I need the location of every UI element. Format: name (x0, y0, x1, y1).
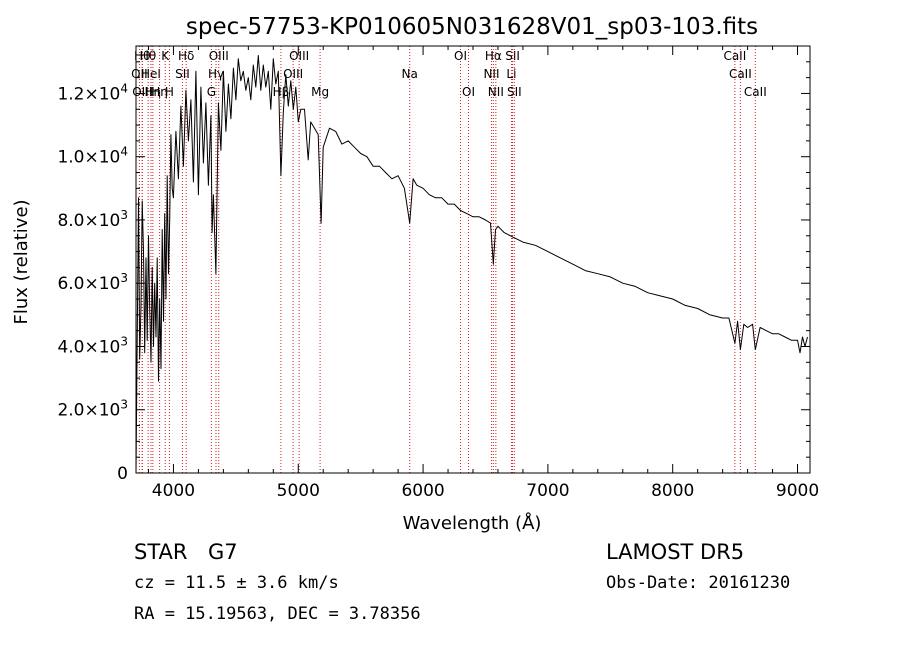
y-tick-label: 1.0×104 (57, 145, 128, 168)
x-tick-label: 4000 (152, 481, 195, 501)
line-marker-label: OIII (283, 67, 303, 81)
spectrum-series (135, 55, 808, 474)
emission-line-markers: HθOIIOIIIHθHeIHηHηKHSIIHδGHγOIIIHβOIIIOI… (131, 46, 767, 473)
x-axis: 4000 5000 6000 7000 8000 9000 (147, 46, 819, 501)
line-marker-label: Li (506, 67, 516, 81)
y-tick-label: 6.0×103 (57, 271, 128, 294)
line-marker-label: OIII (132, 85, 152, 99)
redshift-info: cz = 11.5 ± 3.6 km/s (134, 573, 339, 593)
y-tick-label: 4.0×103 (57, 334, 128, 357)
line-marker-label: OI (454, 49, 467, 63)
line-marker-label: Hα (485, 49, 502, 63)
line-marker-label: CaII (723, 49, 746, 63)
line-marker-label: Hθ (140, 49, 156, 63)
spectrum-line (135, 55, 808, 474)
line-marker-label: Hδ (178, 49, 194, 63)
object-class: STAR (134, 540, 188, 564)
plot-frame (135, 45, 811, 474)
y-tick-label: 2.0×103 (57, 398, 128, 421)
survey-name: LAMOST DR5 (606, 540, 745, 564)
line-marker-label: Na (402, 67, 418, 81)
line-marker-label: G (207, 85, 216, 99)
line-marker-label: OIII (289, 49, 309, 63)
line-marker-label: CaII (744, 85, 767, 99)
x-tick-label: 5000 (277, 481, 320, 501)
line-marker-label: OI (462, 85, 475, 99)
line-marker-label: NII (483, 67, 499, 81)
x-tick-label: 7000 (526, 481, 569, 501)
x-tick-label: 8000 (651, 481, 694, 501)
y-axis-label: Flux (relative) (11, 199, 32, 324)
y-tick-label: 0 (117, 464, 128, 484)
line-marker-label: Hγ (208, 67, 224, 81)
y-tick-label: 8.0×103 (57, 208, 128, 231)
coordinates: RA = 15.19563, DEC = 3.78356 (134, 604, 421, 624)
y-tick-label: 1.2×104 (57, 81, 128, 104)
spectral-subclass: G7 (208, 540, 238, 564)
line-marker-label: SII (507, 85, 522, 99)
line-marker-label: Mg (311, 85, 329, 99)
line-marker-label: K (161, 49, 170, 63)
x-tick-label: 6000 (401, 481, 444, 501)
y-axis: 0 2.0×103 4.0×103 6.0×103 8.0×103 1.0×104 1.2×… (57, 61, 810, 484)
line-marker-label: SII (175, 67, 190, 81)
line-marker-label: Hη (145, 85, 162, 99)
line-marker-label: HeI (141, 67, 161, 81)
line-marker-label: NII (488, 85, 504, 99)
line-marker-label: CaII (729, 67, 752, 81)
x-axis-label: Wavelength (Å) (403, 512, 542, 534)
line-marker-label: SII (505, 49, 520, 63)
line-marker-label: H (165, 85, 174, 99)
x-tick-label: 9000 (776, 481, 819, 501)
observation-date: Obs-Date: 20161230 (606, 573, 791, 593)
line-marker-label: OIII (209, 49, 229, 63)
line-marker-label: Hη (151, 85, 168, 99)
chart-title: spec-57753-KP010605N031628V01_sp03-103.f… (186, 14, 758, 40)
line-marker-label: OII (131, 67, 148, 81)
